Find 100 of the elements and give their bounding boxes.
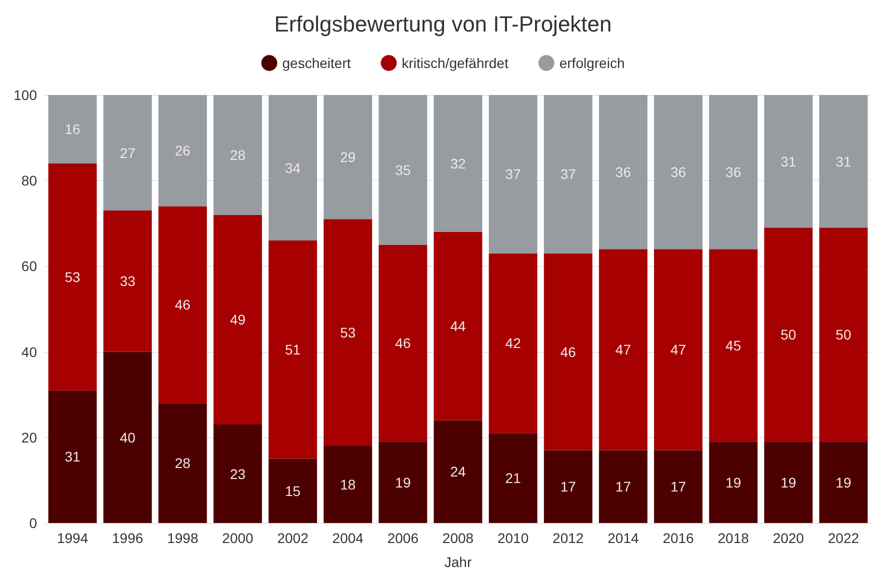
bar xyxy=(214,214,262,425)
data-label: 21 xyxy=(505,470,522,486)
data-label: 19 xyxy=(836,474,852,490)
data-label: 15 xyxy=(285,482,301,499)
bar xyxy=(488,253,538,434)
x-tick-label: 2008 xyxy=(442,530,474,546)
y-tick-label: 0 xyxy=(29,515,38,531)
data-label: 36 xyxy=(726,164,742,180)
data-label: 19 xyxy=(726,474,742,490)
data-label: 42 xyxy=(505,335,522,352)
bar xyxy=(103,95,152,211)
y-tick-label: 100 xyxy=(14,87,38,103)
bar xyxy=(324,446,372,523)
x-tick-label: 2000 xyxy=(222,530,254,546)
x-tick-label: 2012 xyxy=(552,530,584,546)
x-tick-label: 2004 xyxy=(332,530,364,546)
data-label: 17 xyxy=(670,478,686,495)
y-tick-label: 80 xyxy=(21,172,38,189)
data-label: 32 xyxy=(450,155,466,172)
x-tick-label: 2018 xyxy=(718,530,750,546)
x-tick-label: 1996 xyxy=(112,530,144,546)
data-label: 34 xyxy=(285,160,301,176)
data-label: 16 xyxy=(64,121,81,138)
bar xyxy=(488,95,538,254)
data-label: 23 xyxy=(230,466,246,482)
x-tick-label: 2002 xyxy=(277,530,309,546)
x-tick-label: 2006 xyxy=(387,530,419,546)
data-label: 46 xyxy=(174,296,191,313)
bar xyxy=(158,403,207,523)
bar xyxy=(158,206,207,404)
bar xyxy=(378,95,428,245)
data-label: 37 xyxy=(505,166,522,182)
data-label: 53 xyxy=(340,324,356,341)
data-label: 28 xyxy=(230,146,246,163)
data-label: 47 xyxy=(670,342,686,358)
bar xyxy=(709,249,758,442)
data-label: 17 xyxy=(560,478,576,495)
x-axis-title: Jahr xyxy=(444,554,472,570)
bar xyxy=(598,95,648,250)
bar xyxy=(268,95,318,241)
y-tick-label: 60 xyxy=(21,258,38,274)
data-label: 33 xyxy=(120,273,136,290)
data-label: 40 xyxy=(120,429,136,446)
data-label: 17 xyxy=(615,478,632,495)
bar xyxy=(764,95,813,228)
x-tick-label: 1998 xyxy=(167,530,198,546)
data-label: 24 xyxy=(450,464,466,480)
data-label: 26 xyxy=(174,142,191,159)
data-label: 18 xyxy=(340,476,356,492)
bar xyxy=(214,95,262,215)
y-tick-label: 40 xyxy=(21,344,38,360)
x-tick-label: 2016 xyxy=(662,530,694,546)
bar xyxy=(434,95,482,232)
bar xyxy=(544,450,592,523)
data-label: 46 xyxy=(395,335,411,352)
data-label: 44 xyxy=(450,318,466,334)
bar xyxy=(654,450,702,523)
bar xyxy=(709,442,758,523)
data-label: 36 xyxy=(670,164,686,180)
data-label: 19 xyxy=(395,474,411,490)
bar xyxy=(434,420,482,523)
bar xyxy=(378,442,428,523)
data-label: 27 xyxy=(120,144,136,161)
data-label: 50 xyxy=(780,326,796,343)
bar xyxy=(378,244,428,442)
legend-label: gescheitert xyxy=(282,55,351,71)
data-label: 28 xyxy=(174,455,191,472)
x-tick-label: 2020 xyxy=(772,530,804,546)
legend-label: erfolgreich xyxy=(559,55,625,71)
data-label: 37 xyxy=(560,166,576,182)
data-label: 36 xyxy=(615,164,632,180)
x-tick-label: 2022 xyxy=(828,530,860,546)
bar xyxy=(819,95,868,228)
bar xyxy=(819,228,868,442)
data-label: 53 xyxy=(64,268,81,285)
bar xyxy=(764,228,813,442)
bar xyxy=(48,163,97,390)
bar xyxy=(654,95,702,250)
bar xyxy=(434,232,482,420)
data-label: 46 xyxy=(560,344,576,360)
x-tick-label: 2014 xyxy=(608,530,639,546)
bar xyxy=(324,219,372,446)
data-label: 47 xyxy=(615,342,632,358)
bar xyxy=(268,458,318,523)
bar xyxy=(48,390,97,523)
bar xyxy=(103,210,152,352)
bar xyxy=(819,442,868,523)
x-tick-label: 2010 xyxy=(497,530,529,546)
bar xyxy=(103,352,152,523)
bar xyxy=(654,249,702,450)
legend-label: kritisch/gefährdet xyxy=(402,55,508,71)
data-label: 31 xyxy=(64,448,81,465)
bar xyxy=(709,95,758,250)
data-label: 49 xyxy=(230,312,246,328)
bar xyxy=(214,424,262,523)
bar xyxy=(764,442,813,523)
data-label: 29 xyxy=(340,149,356,166)
bar xyxy=(268,240,318,459)
bar xyxy=(158,95,207,206)
chart-title: Erfolgsbewertung von IT-Projekten xyxy=(274,12,612,36)
